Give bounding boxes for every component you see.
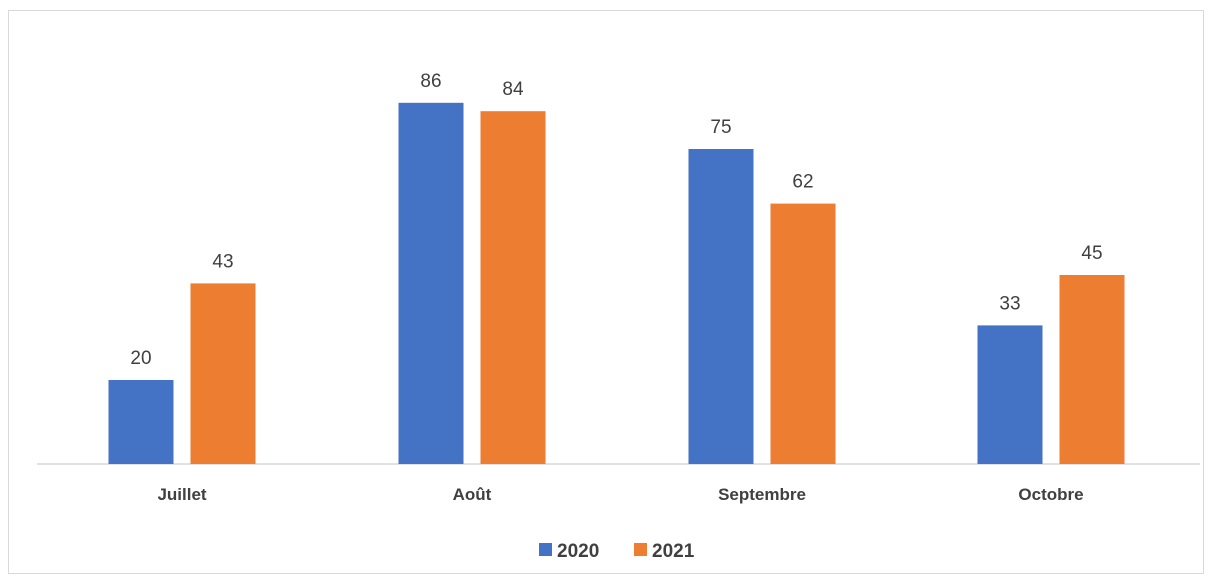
- data-label-2021-3: 45: [1081, 243, 1102, 264]
- x-tick-labels-group: Juillet Août Septembre Octobre: [157, 485, 1083, 504]
- x-tick-label: Octobre: [1018, 485, 1083, 504]
- data-label-2021-1: 84: [502, 79, 524, 100]
- bar-2020-3: [977, 325, 1043, 464]
- legend-swatch-2021: [634, 543, 647, 556]
- data-label-2020-2: 75: [710, 117, 731, 138]
- x-tick-label: Juillet: [157, 485, 206, 504]
- x-tick-label: Septembre: [718, 485, 806, 504]
- bar-2021-3: [1059, 275, 1125, 464]
- data-labels-group: 20 43 86 84 75 62 33 45: [130, 71, 1102, 369]
- legend-swatch-2020: [539, 543, 552, 556]
- data-label-2020-0: 20: [130, 348, 151, 369]
- legend: 2020 2021: [539, 541, 695, 562]
- bar-2021-0: [190, 283, 256, 464]
- data-label-2021-2: 62: [792, 172, 813, 193]
- legend-label-2021: 2021: [652, 541, 695, 562]
- legend-label-2020: 2020: [557, 541, 599, 562]
- data-label-2020-3: 33: [999, 293, 1020, 314]
- bar-2020-2: [688, 149, 754, 464]
- data-label-2021-0: 43: [212, 251, 233, 272]
- bar-2021-1: [480, 111, 546, 464]
- data-label-2020-1: 86: [420, 71, 441, 92]
- x-tick-label: Août: [453, 485, 492, 504]
- bar-2020-0: [108, 380, 174, 464]
- bars-group: [108, 102, 1125, 465]
- bar-2020-1: [398, 102, 464, 465]
- bar-2021-2: [770, 203, 836, 464]
